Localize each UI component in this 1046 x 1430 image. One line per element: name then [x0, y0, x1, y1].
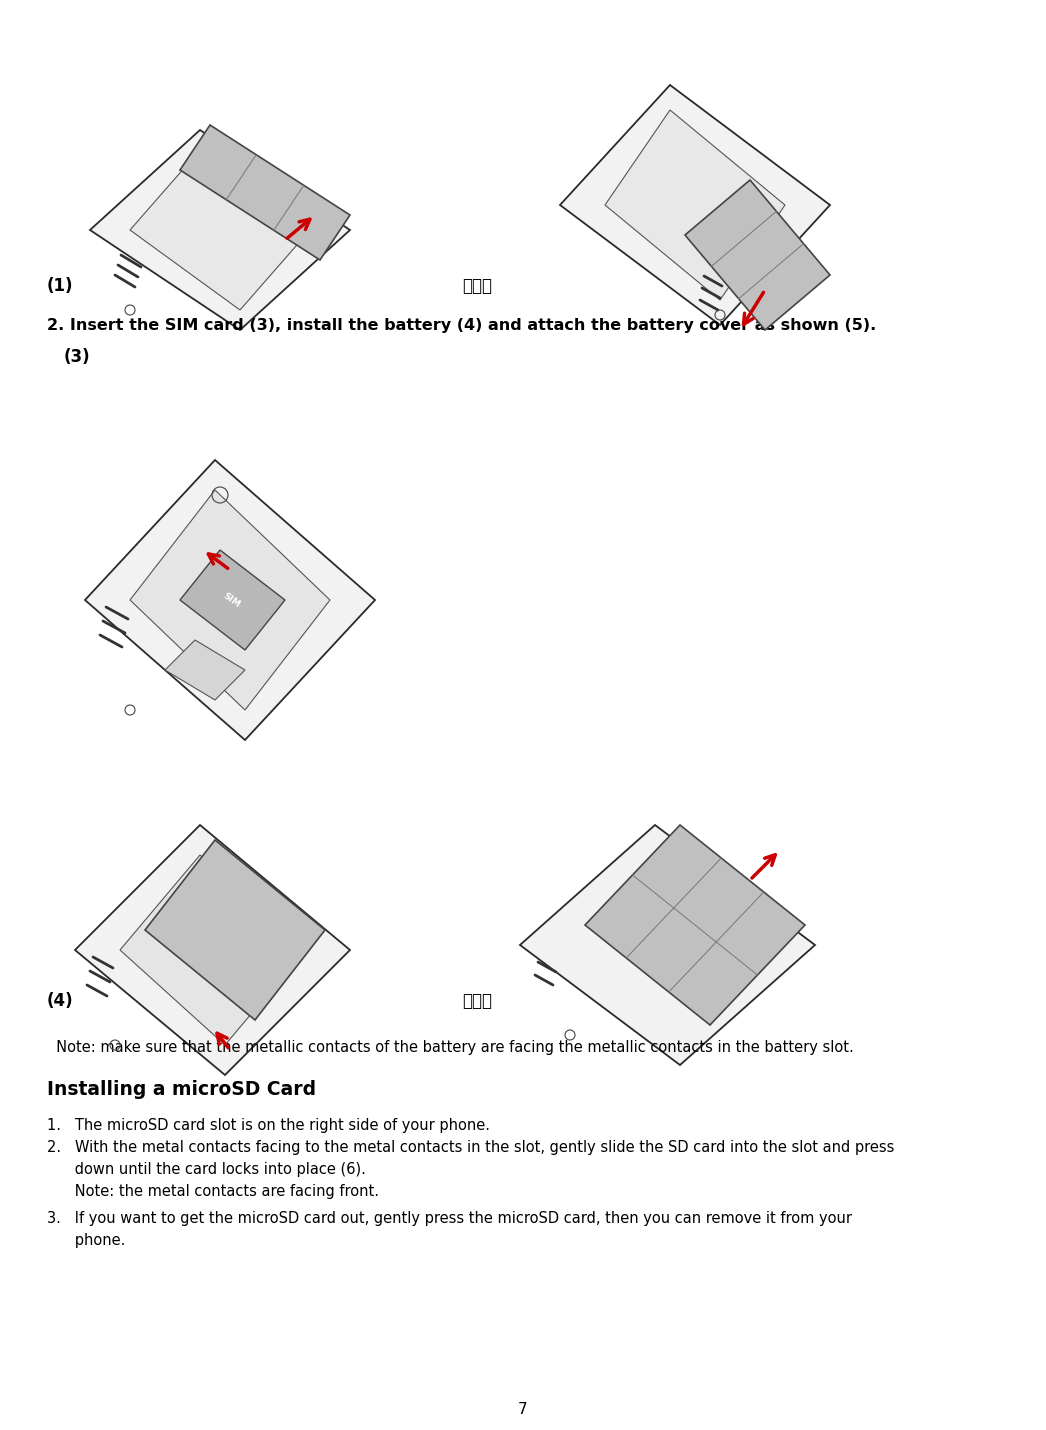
- Text: 2.   With the metal contacts facing to the metal contacts in the slot, gently sl: 2. With the metal contacts facing to the…: [47, 1140, 894, 1155]
- Text: 7: 7: [518, 1403, 528, 1417]
- Polygon shape: [520, 825, 815, 1065]
- Text: Note: make sure that the metallic contacts of the battery are facing the metalli: Note: make sure that the metallic contac…: [47, 1040, 854, 1055]
- Polygon shape: [90, 130, 350, 330]
- Polygon shape: [685, 180, 829, 330]
- Text: 2. Insert the SIM card (3), install the battery (4) and attach the battery cover: 2. Insert the SIM card (3), install the …: [47, 317, 877, 333]
- Polygon shape: [145, 839, 325, 1020]
- Text: （５）: （５）: [462, 992, 492, 1010]
- Text: down until the card locks into place (6).: down until the card locks into place (6)…: [47, 1163, 366, 1177]
- Text: 1.   The microSD card slot is on the right side of your phone.: 1. The microSD card slot is on the right…: [47, 1118, 490, 1133]
- Text: (4): (4): [47, 992, 73, 1010]
- Polygon shape: [75, 825, 350, 1075]
- Text: (3): (3): [64, 347, 91, 366]
- Polygon shape: [585, 825, 805, 1025]
- Polygon shape: [180, 124, 350, 260]
- Polygon shape: [130, 150, 310, 310]
- Polygon shape: [165, 641, 245, 701]
- Text: (1): (1): [47, 277, 73, 295]
- Text: Note: the metal contacts are facing front.: Note: the metal contacts are facing fron…: [47, 1184, 379, 1198]
- Polygon shape: [560, 84, 829, 325]
- Text: （２）: （２）: [462, 277, 492, 295]
- Text: Installing a microSD Card: Installing a microSD Card: [47, 1080, 316, 1100]
- Text: phone.: phone.: [47, 1233, 126, 1248]
- Polygon shape: [180, 551, 285, 651]
- Polygon shape: [85, 460, 376, 739]
- Text: SIM: SIM: [222, 591, 243, 609]
- Text: 3.   If you want to get the microSD card out, gently press the microSD card, the: 3. If you want to get the microSD card o…: [47, 1211, 852, 1226]
- Polygon shape: [120, 855, 305, 1045]
- Polygon shape: [130, 490, 329, 711]
- Polygon shape: [605, 110, 784, 300]
